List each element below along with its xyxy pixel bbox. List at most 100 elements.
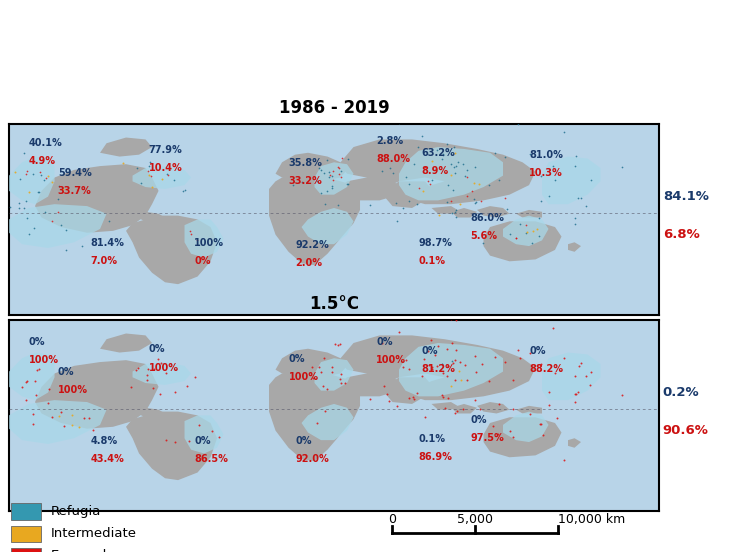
Point xyxy=(18,204,30,213)
Point xyxy=(461,192,474,200)
Point xyxy=(520,221,532,230)
Point xyxy=(9,168,21,177)
Point xyxy=(393,327,405,336)
Point xyxy=(452,157,464,166)
Point xyxy=(581,201,593,210)
Point xyxy=(616,162,628,171)
Point xyxy=(437,369,449,378)
Text: 100%: 100% xyxy=(195,238,224,248)
Point xyxy=(73,423,85,432)
Polygon shape xyxy=(133,166,191,189)
Point xyxy=(437,151,449,160)
Point xyxy=(436,155,448,163)
Point xyxy=(461,165,474,174)
Text: 10,000 km: 10,000 km xyxy=(558,513,625,526)
Point xyxy=(384,163,396,172)
Point xyxy=(408,394,420,403)
Point xyxy=(470,368,483,376)
Text: 100%: 100% xyxy=(376,355,406,365)
Point xyxy=(450,346,462,354)
Point xyxy=(469,162,481,171)
Point xyxy=(411,389,423,397)
Point xyxy=(434,210,446,219)
Polygon shape xyxy=(9,204,106,248)
Polygon shape xyxy=(568,438,581,448)
Point xyxy=(143,170,155,179)
Point xyxy=(148,365,160,374)
Point xyxy=(0,183,1,192)
Point xyxy=(333,170,345,179)
Point xyxy=(446,160,458,168)
Point xyxy=(29,391,41,400)
Point xyxy=(504,230,516,239)
Polygon shape xyxy=(9,353,54,400)
Point xyxy=(547,161,559,170)
Point xyxy=(413,183,425,192)
Point xyxy=(335,167,347,176)
Point xyxy=(375,167,388,176)
Point xyxy=(572,388,584,396)
Point xyxy=(569,214,581,222)
Point xyxy=(431,146,443,155)
Point xyxy=(34,168,46,177)
Text: 63.2%: 63.2% xyxy=(421,147,455,157)
Text: Exposed: Exposed xyxy=(51,549,107,552)
Point xyxy=(426,157,438,166)
Polygon shape xyxy=(483,417,562,457)
Point xyxy=(543,400,555,409)
Point xyxy=(391,402,403,411)
Point xyxy=(183,437,195,445)
Point xyxy=(336,154,348,163)
Point xyxy=(423,360,435,369)
Point xyxy=(446,357,458,365)
Point xyxy=(454,357,466,366)
Text: 86.5%: 86.5% xyxy=(195,454,228,464)
Point xyxy=(161,169,173,178)
Point xyxy=(585,176,597,184)
Text: 81.0%: 81.0% xyxy=(529,150,563,161)
Point xyxy=(375,338,388,347)
Polygon shape xyxy=(133,212,165,221)
Text: 86.9%: 86.9% xyxy=(418,452,452,462)
Point xyxy=(378,382,390,391)
Point xyxy=(326,181,339,190)
Point xyxy=(419,412,431,421)
Point xyxy=(429,351,441,359)
Point xyxy=(334,375,346,384)
Point xyxy=(535,420,547,428)
Point xyxy=(467,179,480,188)
Point xyxy=(17,383,29,392)
Point xyxy=(335,370,347,379)
Point xyxy=(458,360,470,369)
Point xyxy=(60,246,72,254)
Point xyxy=(313,362,325,371)
Point xyxy=(467,291,480,300)
Point xyxy=(306,362,318,371)
Point xyxy=(342,155,354,163)
Point xyxy=(426,175,438,184)
Point xyxy=(103,216,115,225)
Point xyxy=(311,419,323,428)
Point xyxy=(584,380,596,389)
Point xyxy=(489,353,501,362)
Text: 10.3%: 10.3% xyxy=(529,168,562,178)
Polygon shape xyxy=(302,208,354,244)
Point xyxy=(432,342,444,351)
Point xyxy=(448,143,460,152)
Point xyxy=(53,412,65,421)
Polygon shape xyxy=(477,206,510,217)
Point xyxy=(33,187,45,196)
Point xyxy=(470,197,483,206)
Point xyxy=(512,120,524,129)
Point xyxy=(145,158,157,167)
Point xyxy=(320,156,333,164)
Point xyxy=(21,167,33,176)
Text: 2.0%: 2.0% xyxy=(295,258,322,268)
Point xyxy=(156,174,168,183)
Point xyxy=(4,203,16,211)
Point xyxy=(363,201,375,210)
Text: 0.1%: 0.1% xyxy=(418,256,446,266)
Point xyxy=(141,375,153,384)
Point xyxy=(416,371,428,380)
Point xyxy=(543,388,555,397)
